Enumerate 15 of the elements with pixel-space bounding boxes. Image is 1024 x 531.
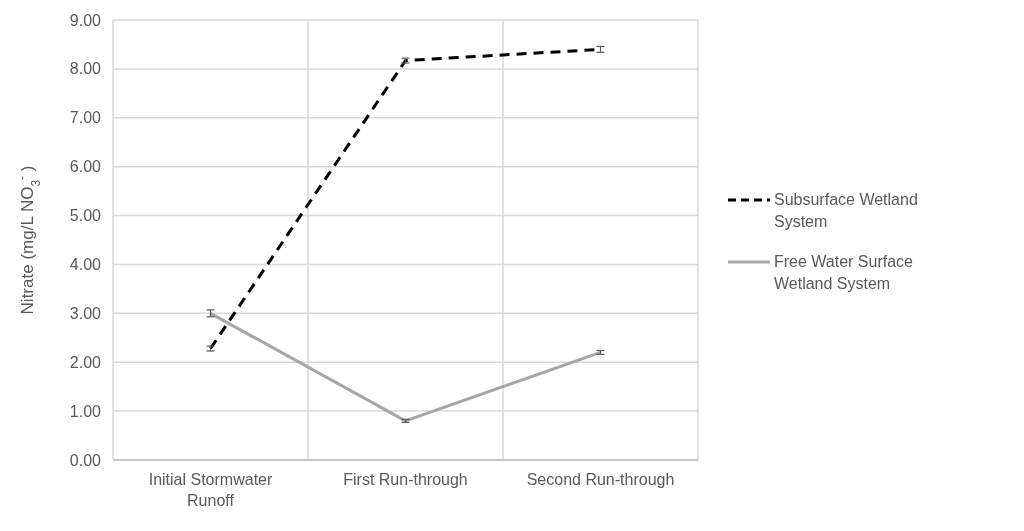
y-tick-label: 3.00 xyxy=(69,304,102,322)
y-tick-label: 8.00 xyxy=(69,60,102,78)
y-tick-label: 6.00 xyxy=(69,158,102,176)
y-tick-label: 1.00 xyxy=(69,402,102,420)
legend-label: Free Water Surface Wetland System xyxy=(774,253,914,292)
x-tick-label: Initial Stormwater Runoff xyxy=(148,471,273,509)
x-tick-label: Second Run-through xyxy=(526,471,675,488)
y-tick-label: 0.00 xyxy=(69,451,102,469)
y-tick-label: 4.00 xyxy=(69,256,102,274)
y-tick-label: 7.00 xyxy=(69,109,102,127)
x-tick-label: First Run-through xyxy=(343,471,468,488)
y-tick-label: 5.00 xyxy=(69,207,102,225)
y-tick-label: 2.00 xyxy=(69,353,102,371)
legend-label: Subsurface Wetland System xyxy=(774,191,918,230)
y-tick-label: 9.00 xyxy=(69,11,102,29)
